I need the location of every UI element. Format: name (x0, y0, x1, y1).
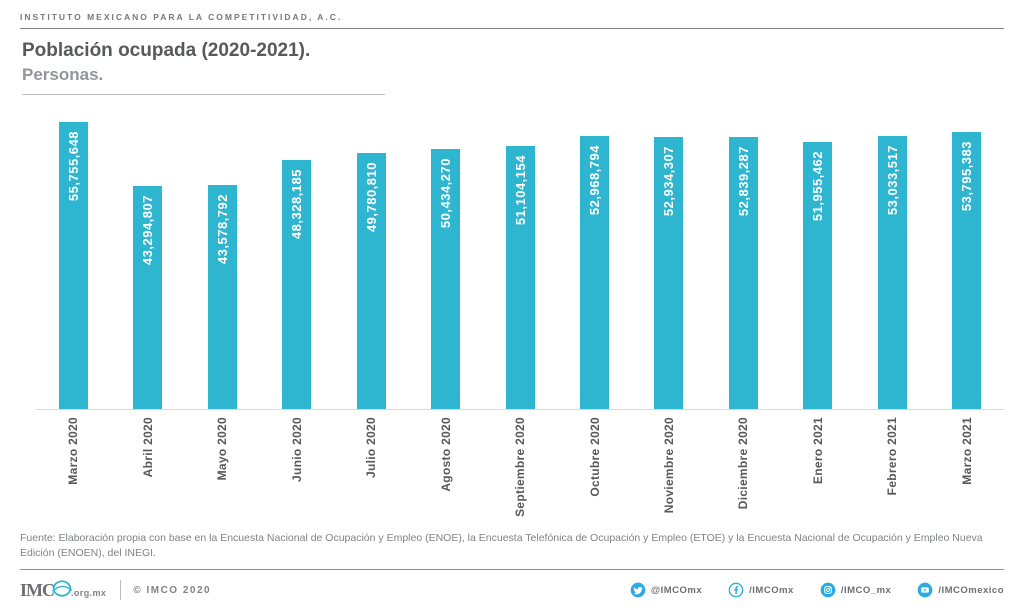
chart-column: 53,033,517 Febrero 2021 (855, 109, 929, 525)
bar-12: 53,033,517 (877, 136, 907, 409)
social-handle: /IMCO_mx (840, 584, 892, 596)
chart-column: 51,955,462 Enero 2021 (781, 109, 855, 525)
x-tick-label: Enero 2021 (810, 417, 825, 485)
footer-bar: IMC .org.mx © IMCO 2020 (20, 577, 1004, 603)
bar-7: 51,104,154 (505, 146, 535, 409)
social-links: @IMCOmx /IMCOmx (630, 582, 1004, 598)
x-tick-label: Octubre 2020 (587, 417, 602, 497)
bar-10: 52,839,287 (728, 137, 758, 409)
imco-logo-globe-icon (51, 579, 73, 603)
bar-chart: 55,755,648 Marzo 2020 43,294,807 Abril 2020… (36, 109, 1004, 525)
chart-column: 49,780,810 Julio 2020 (334, 109, 408, 525)
social-link-youtube[interactable]: /IMCOmexico (917, 582, 1004, 598)
bar-5: 49,780,810 (356, 153, 386, 409)
imco-logo[interactable]: IMC .org.mx (20, 577, 106, 603)
x-tick-label: Marzo 2021 (959, 417, 974, 485)
bar-11: 51,955,462 (803, 142, 833, 409)
chart-column: 52,934,307 Noviembre 2020 (632, 109, 706, 525)
chart-column: 52,968,794 Octubre 2020 (557, 109, 631, 525)
bar-value-label: 51,104,154 (512, 155, 528, 226)
x-tick-label: Diciembre 2020 (736, 417, 751, 510)
x-tick-label: Noviembre 2020 (661, 417, 676, 514)
twitter-icon (630, 582, 646, 598)
chart-subtitle: Personas. (22, 65, 104, 84)
social-handle: /IMCOmexico (938, 584, 1004, 596)
bar-13: 53,795,383 (952, 132, 982, 409)
x-tick-label: Agosto 2020 (438, 417, 453, 492)
bar-value-label: 49,780,810 (363, 162, 379, 233)
chart-column: 48,328,185 Junio 2020 (259, 109, 333, 525)
x-tick-label: Junio 2020 (289, 417, 304, 483)
source-note: Fuente: Elaboración propia con base en l… (20, 532, 983, 559)
brand-divider (120, 580, 122, 601)
bar-6: 50,434,270 (431, 149, 461, 409)
social-handle: @IMCOmx (650, 584, 703, 596)
chart-column: 50,434,270 Agosto 2020 (408, 109, 482, 525)
bar-value-label: 52,839,287 (735, 146, 751, 217)
x-tick-label: Julio 2020 (364, 417, 379, 479)
bar-value-label: 53,033,517 (884, 145, 900, 216)
bar-value-label: 53,795,383 (959, 141, 975, 212)
x-tick-label: Febrero 2021 (885, 417, 900, 496)
x-tick-label: Marzo 2020 (66, 417, 81, 485)
bar-value-label: 43,294,807 (140, 195, 156, 266)
facebook-icon (728, 582, 744, 598)
social-handle: /IMCOmx (749, 584, 794, 596)
social-link-instagram[interactable]: /IMCO_mx (820, 582, 891, 598)
bar-1: 55,755,648 (58, 122, 88, 409)
youtube-icon (917, 582, 933, 598)
social-link-twitter[interactable]: @IMCOmx (630, 582, 702, 598)
chart-column: 43,294,807 Abril 2020 (110, 109, 184, 525)
brand-block: IMC .org.mx © IMCO 2020 (20, 577, 211, 603)
bar-value-label: 48,328,185 (289, 169, 305, 240)
chart-column: 53,795,383 Marzo 2021 (930, 109, 1004, 525)
x-tick-label: Septiembre 2020 (513, 417, 528, 517)
chart-title: Población ocupada (2020-2021). (22, 40, 311, 61)
chart-column: 52,839,287 Diciembre 2020 (706, 109, 780, 525)
bar-value-label: 43,578,792 (214, 194, 230, 265)
imco-wordmark: IMC (20, 579, 55, 600)
bar-8: 52,968,794 (580, 136, 610, 409)
x-tick-label: Abril 2020 (140, 417, 155, 478)
chart-column: 55,755,648 Marzo 2020 (36, 109, 110, 525)
x-tick-label: Mayo 2020 (215, 417, 230, 481)
footer-divider (20, 569, 1004, 571)
x-axis-line (36, 409, 1004, 410)
org-name: INSTITUTO MEXICANO PARA LA COMPETITIVIDA… (20, 12, 343, 22)
bar-4: 48,328,185 (282, 160, 312, 409)
bar-value-label: 55,755,648 (65, 131, 81, 202)
bar-9: 52,934,307 (654, 137, 684, 409)
social-link-facebook[interactable]: /IMCOmx (728, 582, 794, 598)
bar-value-label: 50,434,270 (438, 158, 454, 229)
chart-column: 43,578,792 Mayo 2020 (185, 109, 259, 525)
instagram-icon (820, 582, 836, 598)
copyright-label: © IMCO 2020 (133, 584, 212, 596)
imco-domain-label: .org.mx (71, 588, 107, 599)
header-divider (20, 28, 1004, 29)
chart-column: 51,104,154 Septiembre 2020 (483, 109, 557, 525)
bar-value-label: 52,968,794 (587, 145, 603, 216)
bar-value-label: 51,955,462 (810, 151, 826, 222)
bar-2: 43,294,807 (133, 186, 163, 409)
title-underline (22, 94, 385, 95)
bar-3: 43,578,792 (207, 185, 237, 409)
bar-value-label: 52,934,307 (661, 146, 677, 217)
